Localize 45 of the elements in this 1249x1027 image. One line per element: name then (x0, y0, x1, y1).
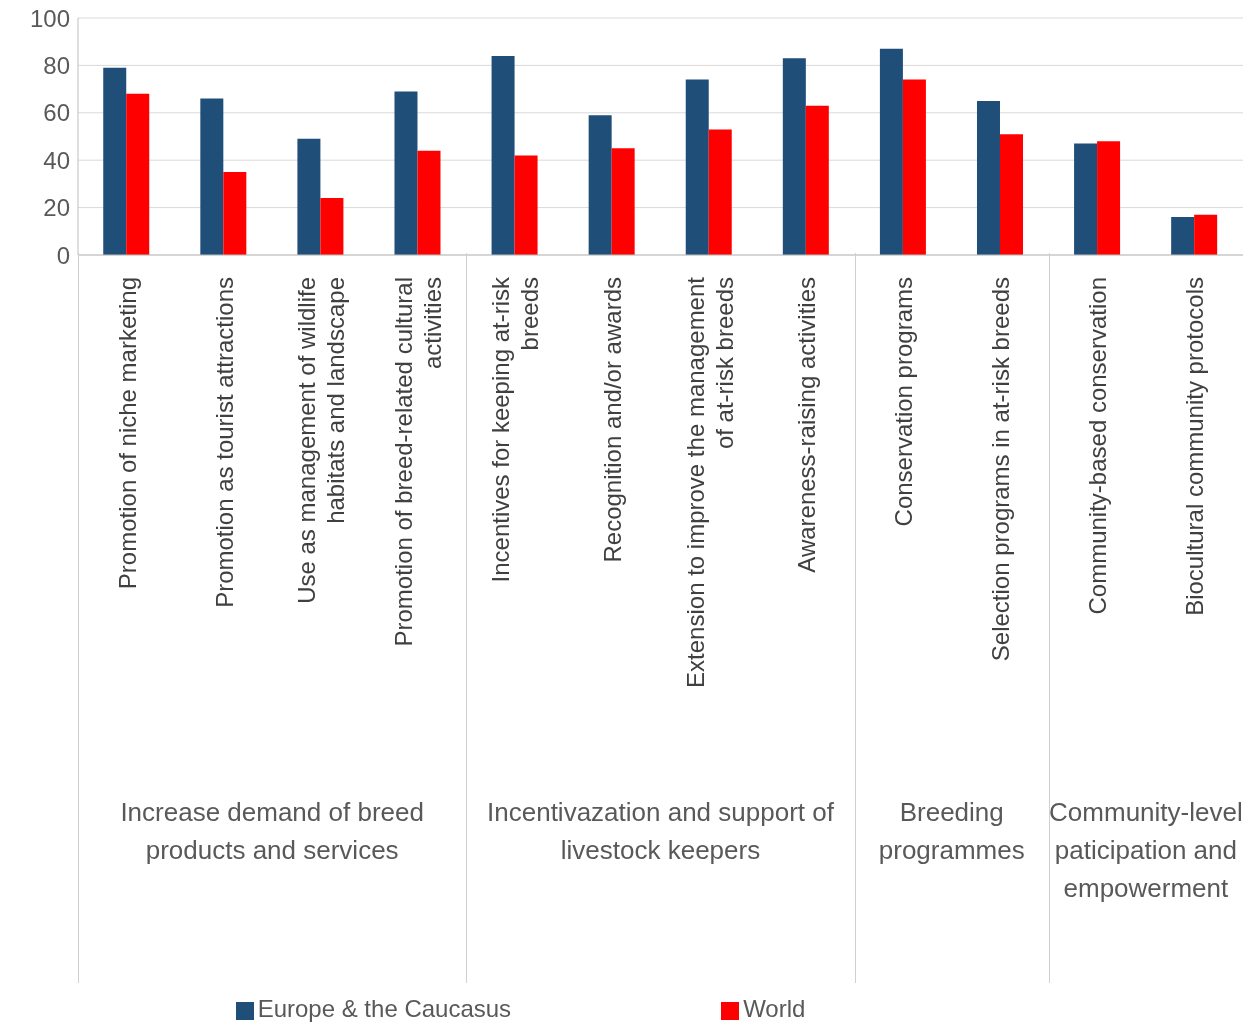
bar (708, 129, 732, 255)
bar (1097, 141, 1121, 255)
x-tick-label: Biocultural community protocols (1181, 277, 1209, 616)
y-tick-label: 60 (43, 99, 70, 127)
bar (514, 155, 538, 255)
x-tick-label: Community-based conservation (1084, 277, 1112, 615)
text: Breeding programmes (877, 796, 1026, 867)
bar (588, 115, 612, 255)
bar (879, 48, 903, 255)
bar (902, 79, 926, 255)
bar (417, 150, 441, 255)
y-tick-label: 100 (29, 4, 70, 32)
text: Community-level paticipation and empowerment (1048, 796, 1243, 905)
y-tick-label: 40 (43, 146, 70, 174)
x-tick-label: Awareness-raising activities (793, 277, 821, 573)
bar (200, 98, 224, 255)
x-tick-label: Conservation programs (890, 277, 918, 527)
bar (805, 105, 829, 255)
bar (1074, 143, 1098, 255)
bar (999, 134, 1023, 255)
bar (685, 79, 709, 255)
bar (1171, 217, 1195, 255)
x-tick-label: Use as management of wildlife habitats and landscape (293, 277, 350, 604)
y-tick-label: 20 (43, 194, 70, 222)
bar (611, 148, 635, 255)
y-tick-label: 0 (56, 241, 70, 269)
bar (394, 91, 418, 255)
x-tick-label: Recognition and/or awards (598, 277, 626, 563)
y-tick-label: 80 (43, 51, 70, 79)
text: Incentivazation and support of livestock keepers (486, 796, 835, 867)
x-tick-label: Promotion as tourist attractions (210, 277, 238, 608)
bar (103, 67, 127, 255)
legend-label: Europe & the Caucasus (257, 995, 512, 1022)
bar (126, 93, 150, 255)
legend-label: World (743, 995, 806, 1022)
bar (223, 172, 247, 255)
bar (297, 138, 321, 255)
bar (491, 55, 515, 255)
bar (976, 100, 1000, 255)
x-tick-label: Promotion of niche marketing (113, 277, 141, 590)
bar (1194, 214, 1218, 255)
text: Increase demand of breed products and services (119, 796, 425, 867)
bar (782, 58, 806, 255)
bar (320, 198, 344, 255)
x-tick-label: Selection programs in at-risk breeds (987, 277, 1015, 662)
